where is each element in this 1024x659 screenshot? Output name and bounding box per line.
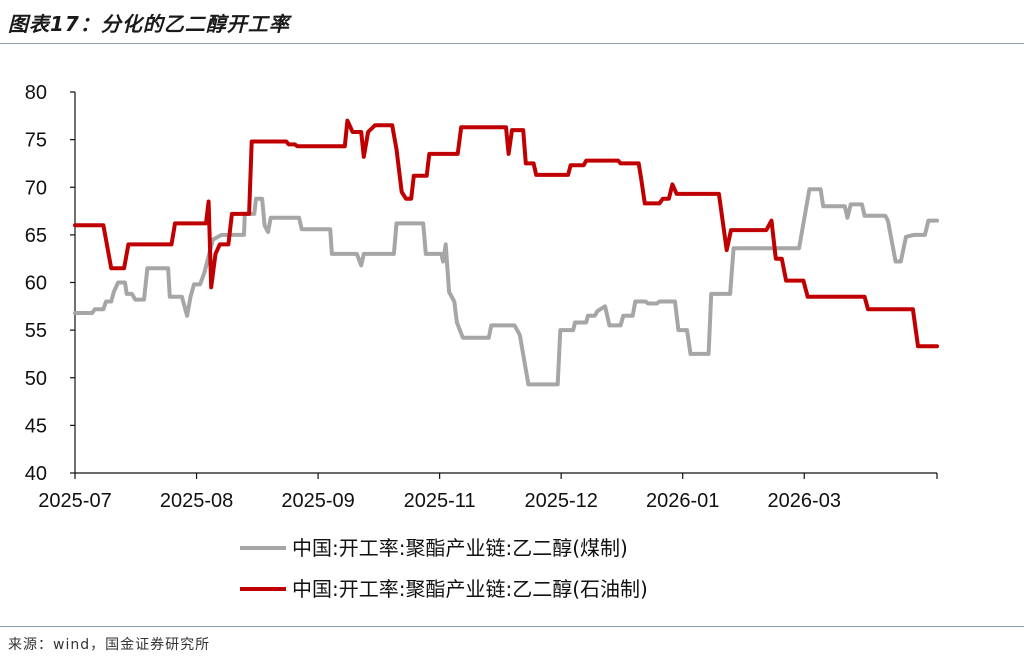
- x-tick-label: 2025-12: [524, 490, 597, 512]
- chart-canvas: 40 45 50 55 60 65 70 75 80 2025-07 2025-08 2025-09 2…: [25, 82, 939, 601]
- y-tick-label: 55: [25, 320, 47, 342]
- series-line-oil: [73, 118, 939, 349]
- y-tick-label: 70: [25, 177, 47, 199]
- source-note: 来源：wind，国金证券研究所: [8, 637, 211, 653]
- y-tick-label: 60: [25, 273, 47, 295]
- y-tick-label: 65: [25, 225, 47, 247]
- x-tick-label: 2026-03: [768, 490, 841, 512]
- x-tick-label: 2025-09: [281, 490, 354, 512]
- legend-label-oil: 中国:开工率:聚酯产业链:乙二醇(石油制): [292, 577, 648, 601]
- footer-divider: [0, 626, 1024, 627]
- y-tick-label: 80: [25, 82, 47, 104]
- y-tick-label: 50: [25, 368, 47, 390]
- x-tick-label: 2025-11: [404, 490, 476, 512]
- series-line-coal: [73, 187, 939, 387]
- chart-title: 图表17：分化的乙二醇开工率: [8, 12, 290, 36]
- y-tick-label: 40: [25, 463, 47, 485]
- chart-lines: [73, 118, 939, 387]
- header-divider: [0, 43, 1024, 44]
- legend-label-coal: 中国:开工率:聚酯产业链:乙二醇(煤制): [292, 536, 628, 560]
- x-tick-label: 2026-01: [646, 490, 719, 512]
- chart-legend: 中国:开工率:聚酯产业链:乙二醇(煤制) 中国:开工率:聚酯产业链:乙二醇(石油制…: [240, 536, 648, 601]
- y-tick-label: 45: [25, 415, 47, 437]
- chart-axes: 40 45 50 55 60 65 70 75 80 2025-07 2025-08 2025-09 2…: [25, 82, 938, 512]
- y-tick-label: 75: [25, 130, 47, 152]
- x-tick-label: 2025-07: [38, 490, 111, 512]
- x-tick-label: 2025-08: [160, 490, 233, 512]
